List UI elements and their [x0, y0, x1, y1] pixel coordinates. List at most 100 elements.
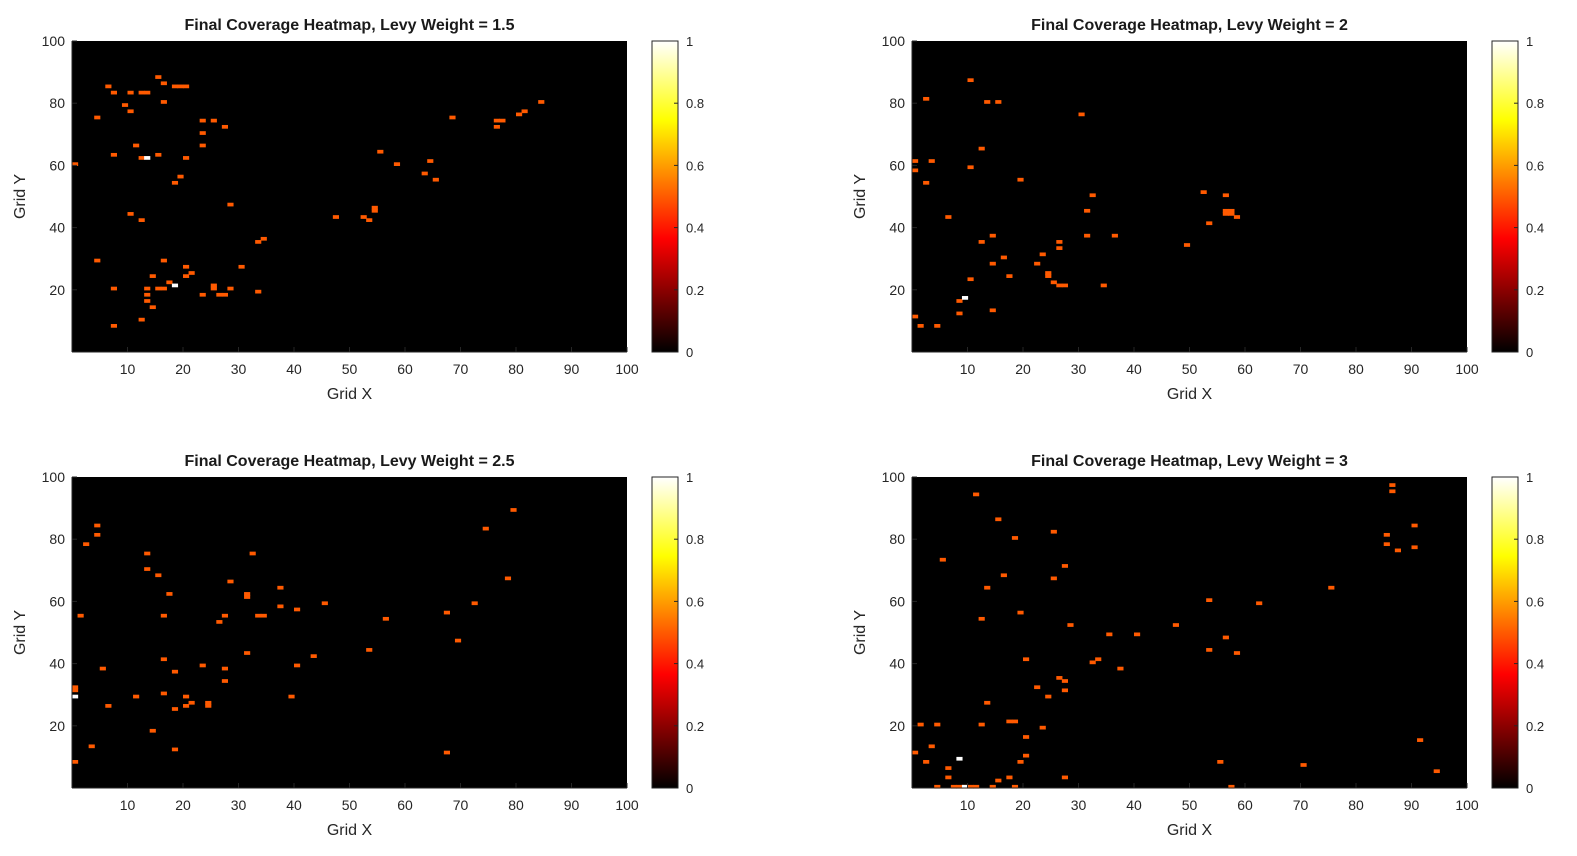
heat-cell: [160, 613, 167, 618]
heat-cell: [1006, 274, 1013, 278]
heat-cell: [923, 760, 930, 764]
y-axis-label: Grid Y: [12, 610, 29, 655]
heat-cell: [967, 784, 974, 789]
heat-cell: [499, 118, 506, 123]
heat-cell: [255, 240, 262, 244]
plot-area: [72, 41, 627, 352]
heat-cell: [956, 311, 963, 316]
y-tick-label: 40: [889, 220, 905, 236]
x-tick-label: 80: [1348, 361, 1364, 377]
x-tick-label: 20: [1015, 797, 1031, 813]
x-tick-label: 90: [1404, 361, 1420, 377]
heat-cell: [138, 317, 145, 322]
heat-cell: [166, 592, 173, 596]
colorbar-tick-label: 0.8: [1526, 532, 1544, 547]
heat-cell: [138, 156, 145, 160]
x-tick-label: 10: [960, 361, 976, 377]
x-tick-label: 40: [286, 797, 302, 813]
heat-cell: [449, 115, 456, 120]
heat-cell: [984, 100, 991, 104]
heat-cell: [516, 112, 523, 117]
heat-cell: [471, 601, 478, 606]
colorbar-tick-label: 0: [1526, 345, 1533, 360]
x-tick-label: 80: [1348, 797, 1364, 813]
heat-cell: [1228, 208, 1235, 213]
heat-cell-peak: [961, 296, 969, 300]
colorbar-tick-label: 1: [686, 34, 693, 49]
heat-cell: [1089, 193, 1096, 198]
y-tick-label: 100: [882, 469, 906, 485]
heat-cell: [912, 159, 919, 163]
y-tick-label: 20: [49, 718, 65, 734]
heat-cell: [221, 666, 228, 671]
heat-cell-peak: [961, 784, 969, 789]
heat-cell: [105, 84, 112, 89]
heat-cell: [1017, 177, 1024, 182]
heat-cell: [277, 585, 284, 590]
heat-cell: [321, 601, 328, 606]
heat-cell: [121, 103, 129, 107]
heat-cell: [260, 613, 267, 618]
heat-cell: [105, 704, 112, 708]
x-tick-label: 90: [564, 797, 580, 813]
heat-cell: [989, 233, 996, 238]
heat-cell: [227, 286, 234, 291]
colorbar-tick-label: 0: [686, 345, 693, 360]
colorbar-tick-label: 0.4: [686, 221, 704, 236]
heat-cell: [1389, 483, 1396, 487]
y-tick-label: 40: [889, 656, 905, 672]
heat-cell: [912, 168, 919, 173]
y-tick-label: 60: [889, 157, 905, 173]
heat-cell: [504, 576, 512, 581]
heat-cell: [294, 663, 301, 668]
colorbar-tick-label: 0.8: [686, 96, 704, 111]
heat-cell: [1006, 775, 1013, 780]
heat-cell: [94, 532, 101, 537]
heat-cell: [995, 778, 1002, 783]
heat-cell: [956, 784, 963, 789]
x-tick-label: 60: [397, 361, 413, 377]
heat-cell: [199, 118, 206, 123]
heat-cell: [155, 286, 162, 291]
heat-cell: [510, 508, 517, 512]
heat-cell: [995, 517, 1002, 522]
heat-cell: [94, 523, 101, 528]
heat-cell: [127, 90, 134, 95]
x-tick-label: 40: [286, 361, 302, 377]
chart-title: Final Coverage Heatmap, Levy Weight = 1.…: [184, 17, 514, 34]
heat-cell-peak: [72, 694, 79, 699]
heat-cell: [393, 162, 401, 166]
heat-cell: [945, 775, 952, 780]
heat-cell: [995, 100, 1002, 104]
heat-cell: [1011, 719, 1019, 724]
y-tick-label: 40: [49, 220, 65, 236]
heat-cell: [934, 324, 941, 328]
heat-cell: [967, 78, 974, 83]
colorbar-tick-label: 0.4: [1526, 221, 1544, 236]
heat-cell: [1411, 545, 1418, 550]
heat-cell: [210, 283, 217, 288]
heat-cell: [227, 202, 234, 207]
heat-cell: [210, 118, 217, 123]
heat-cell: [454, 638, 462, 643]
heat-cell: [1228, 784, 1235, 789]
heat-cell: [110, 324, 117, 328]
heat-cell: [160, 258, 167, 263]
heat-cell: [956, 299, 963, 303]
heat-cell: [1183, 243, 1191, 247]
y-tick-label: 60: [889, 593, 905, 609]
heat-cell: [493, 118, 500, 123]
heat-cell: [144, 567, 151, 571]
heat-cell: [77, 613, 84, 618]
heat-cell: [183, 156, 190, 160]
x-tick-label: 30: [231, 797, 247, 813]
colorbar-tick-label: 0.2: [1526, 283, 1544, 298]
heat-cell: [1222, 212, 1229, 216]
heat-cell: [227, 579, 234, 584]
heat-cell: [978, 722, 985, 727]
y-axis-label: Grid Y: [852, 610, 869, 655]
x-tick-label: 50: [342, 361, 358, 377]
heat-cell: [950, 784, 957, 789]
